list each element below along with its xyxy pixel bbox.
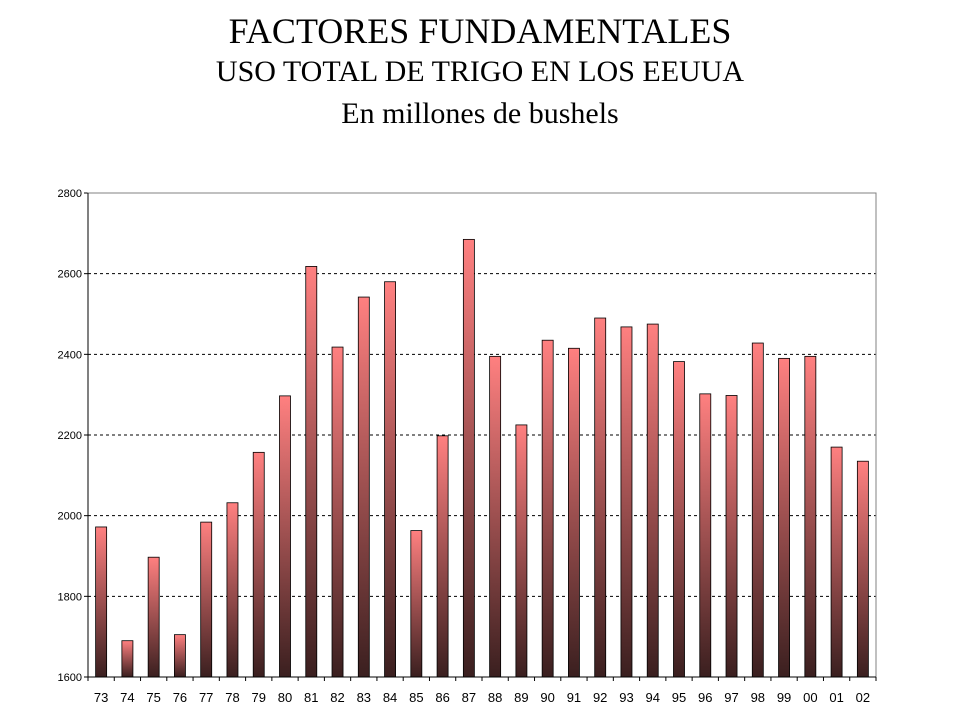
bar-76 [174,634,186,678]
x-tick-label: 92 [593,690,607,705]
bar-84 [384,281,396,678]
y-tick-label: 1600 [58,672,82,684]
x-tick-label: 81 [304,690,318,705]
x-tick-label: 85 [409,690,423,705]
title-block: FACTORES FUNDAMENTALES USO TOTAL DE TRIG… [0,10,960,132]
bar-94 [646,323,659,678]
bar-77 [200,521,213,678]
bar-97 [725,395,738,678]
x-tick-label: 78 [225,690,239,705]
x-tick-label: 00 [803,690,817,705]
bar-80 [279,395,291,678]
bar-96 [699,393,712,678]
x-tick-label: 77 [199,690,213,705]
bar-78 [226,502,239,678]
bar-02 [856,460,869,678]
chart-title: FACTORES FUNDAMENTALES [228,11,732,51]
x-tick-label: 82 [330,690,344,705]
y-tick-label: 2000 [58,511,82,523]
bar-79 [252,451,265,678]
bar-91 [568,347,580,678]
y-tick-label: 2600 [58,269,82,281]
x-tick-label: 73 [94,690,108,705]
y-tick-label: 2200 [58,430,82,442]
bar-85 [410,530,423,678]
chart-subtitle: USO TOTAL DE TRIGO EN LOS EEUUA [215,55,745,88]
bar-74 [121,640,134,678]
bar-98 [751,342,764,678]
x-tick-label: 80 [278,690,292,705]
bar-88 [489,355,502,678]
plot-area: 1600 1800 2000 2200 2400 2600 2800 73 74 75 76 77 78… [58,188,877,705]
bar-89 [515,424,528,678]
bar-73 [95,526,108,678]
bar-93 [620,326,633,678]
x-tick-label: 79 [251,690,265,705]
x-tick-label: 90 [540,690,554,705]
bar-90 [541,339,554,678]
x-tick-label: 01 [829,690,843,705]
bar-83 [357,296,370,678]
bar-75 [147,556,160,678]
bar-82 [331,346,344,678]
chart-unit-subtitle: En millones de bushels [341,97,619,130]
bar-92 [594,317,607,678]
x-tick-label: 02 [856,690,870,705]
x-tick-label: 76 [173,690,187,705]
x-tick-label: 99 [777,690,791,705]
x-tick-label: 87 [462,690,476,705]
y-tick-label: 1800 [58,591,82,603]
x-tick-label: 94 [645,690,659,705]
x-tick-label: 98 [751,690,765,705]
x-tick-label: 83 [357,690,371,705]
bar-95 [673,361,685,678]
x-tick-label: 89 [514,690,528,705]
x-tick-label: 75 [146,690,160,705]
x-tick-label: 86 [435,690,449,705]
x-tick-label: 93 [619,690,633,705]
x-tick-label: 74 [120,690,134,705]
x-tick-label: 96 [698,690,712,705]
bar-81 [305,266,318,678]
bar-01 [830,446,843,678]
x-tick-label: 95 [672,690,686,705]
bar-99 [778,357,790,678]
x-tick-label: 84 [383,690,397,705]
bar-86 [436,435,449,678]
y-tick-label: 2800 [58,188,82,200]
x-tick-label: 97 [724,690,738,705]
bar-00 [804,355,817,678]
y-tick-label: 2400 [58,349,82,361]
x-tick-label: 91 [567,690,581,705]
x-tick-label: 88 [488,690,502,705]
bar-87 [462,238,475,678]
